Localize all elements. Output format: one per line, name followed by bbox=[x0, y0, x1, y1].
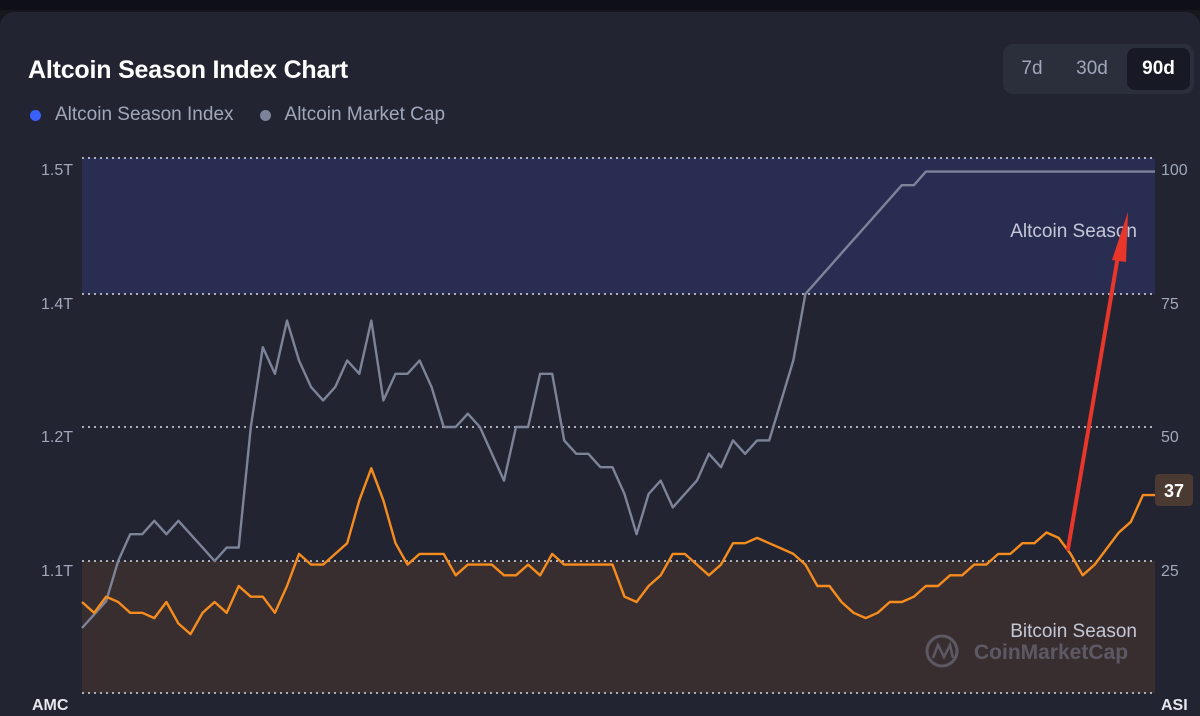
bitcoin-season-label: Bitcoin Season bbox=[1010, 621, 1137, 642]
coinmarketcap-logo-mark bbox=[931, 641, 955, 660]
altcoin-season-zone bbox=[82, 158, 1155, 294]
current-value-badge bbox=[1155, 474, 1193, 506]
right-tick-label: 25 bbox=[1161, 563, 1179, 580]
left-axis-name: AMC bbox=[32, 697, 69, 714]
series-line-season-index bbox=[81, 467, 1155, 636]
right-tick-label: 50 bbox=[1161, 429, 1179, 446]
legend-label: Altcoin Season Index bbox=[55, 104, 234, 125]
timeframe-90d-button[interactable]: 90d bbox=[1127, 48, 1190, 90]
timeframe-toggle: 7d 30d 90d bbox=[1003, 44, 1194, 94]
legend-item-market-cap[interactable]: Altcoin Market Cap bbox=[259, 104, 446, 126]
right-tick-label: 100 bbox=[1161, 162, 1188, 179]
grid-lines bbox=[82, 157, 1155, 694]
left-tick-label: 1.2T bbox=[41, 429, 73, 446]
right-axis-name: ASI bbox=[1161, 697, 1188, 714]
coinmarketcap-logo-icon bbox=[925, 634, 959, 668]
altcoin-season-label: Altcoin Season bbox=[1010, 221, 1137, 242]
trend-arrow-shaft bbox=[1066, 254, 1120, 551]
timeframe-7d-button[interactable]: 7d bbox=[1021, 58, 1043, 79]
trend-arrow-head bbox=[1112, 212, 1128, 262]
legend-item-season-index[interactable]: Altcoin Season Index bbox=[30, 104, 234, 126]
left-tick-label: 1.5T bbox=[41, 162, 73, 179]
trend-arrow bbox=[1066, 212, 1128, 551]
page-title: Altcoin Season Index Chart bbox=[28, 56, 348, 84]
legend-label: Altcoin Market Cap bbox=[284, 104, 446, 125]
current-value-text: 37 bbox=[1164, 481, 1184, 501]
watermark-text: CoinMarketCap bbox=[974, 641, 1128, 664]
legend-dot-icon bbox=[30, 109, 41, 121]
left-tick-label: 1.4T bbox=[41, 296, 73, 313]
left-tick-label: 1.1T bbox=[41, 563, 73, 580]
right-tick-label: 75 bbox=[1161, 296, 1179, 313]
coinmarketcap-logo: CoinMarketCap bbox=[925, 634, 1128, 668]
timeframe-30d-button[interactable]: 30d bbox=[1076, 58, 1108, 79]
chart-legend: Altcoin Season Index Altcoin Market Cap bbox=[30, 104, 471, 126]
top-bar bbox=[0, 0, 1200, 10]
legend-dot-icon bbox=[259, 109, 271, 121]
series-line-market-cap bbox=[81, 170, 1155, 629]
